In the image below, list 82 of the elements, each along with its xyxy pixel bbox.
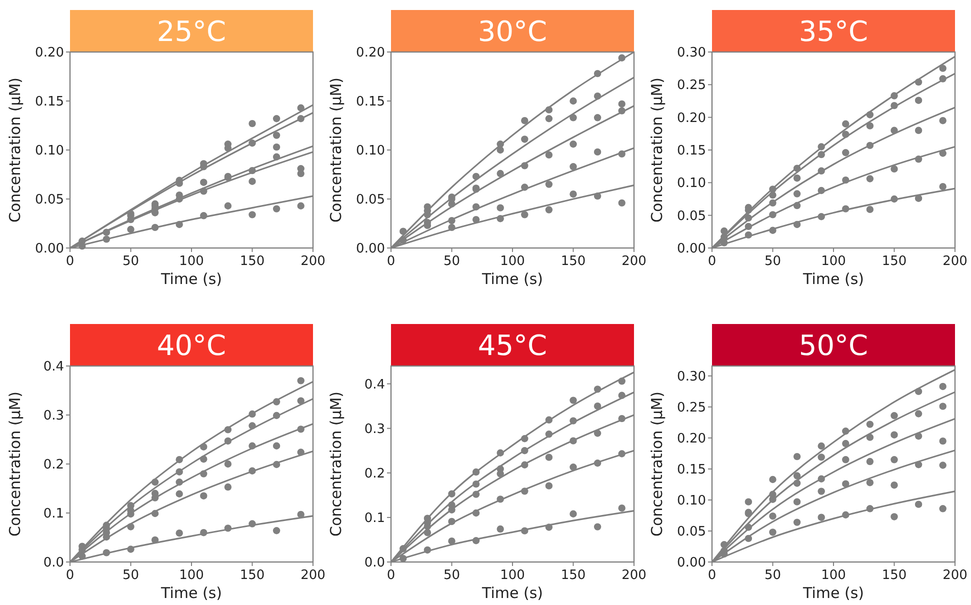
y-tick-label: 0.1 <box>43 506 64 522</box>
y-tick-label: 0.0 <box>364 556 385 571</box>
x-tick-label: 200 <box>300 568 326 583</box>
x-tick-label: 50 <box>443 254 460 269</box>
y-tick-label: 0.10 <box>35 144 64 159</box>
y-tick-label: 0.2 <box>364 466 385 482</box>
y-tick-label: 0.20 <box>356 46 385 61</box>
x-tick-label: 50 <box>122 568 140 583</box>
y-tick-label: 0.25 <box>677 400 706 416</box>
y-tick-label: 0.05 <box>35 192 64 208</box>
x-tick-label: 150 <box>240 568 265 583</box>
x-tick-label: 50 <box>764 254 782 269</box>
x-tick-label: 100 <box>500 568 525 583</box>
y-tick-label: 0.4 <box>43 360 64 375</box>
x-tick-label: 100 <box>500 254 525 269</box>
y-tick-label: 0.20 <box>677 432 706 446</box>
x-tick-label: 0 <box>66 568 74 583</box>
y-tick-label: 0.30 <box>677 46 706 61</box>
x-tick-label: 50 <box>443 568 460 583</box>
x-tick-label: 150 <box>882 568 907 583</box>
y-tick-label: 0.00 <box>356 242 385 257</box>
y-tick-label: 0.20 <box>677 110 706 126</box>
x-tick-label: 200 <box>622 568 646 583</box>
x-tick-label: 50 <box>122 254 140 269</box>
y-tick-label: 0.00 <box>677 556 706 571</box>
y-tick-label: 0.10 <box>677 176 706 192</box>
x-axis-title: Time (s) <box>481 584 543 602</box>
x-tick-label: 200 <box>942 254 968 269</box>
y-axis-title: Concentration (µM) <box>327 391 345 537</box>
x-tick-label: 0 <box>708 568 716 583</box>
x-tick-label: 100 <box>821 254 846 269</box>
y-tick-label: 0.20 <box>35 46 64 61</box>
y-tick-label: 0.1 <box>364 511 385 526</box>
y-axis-title: Concentration (µM) <box>6 391 24 537</box>
x-tick-label: 100 <box>821 568 846 583</box>
chart-title: 30°C <box>478 15 548 48</box>
y-tick-label: 0.2 <box>43 458 64 473</box>
y-tick-label: 0.05 <box>677 208 706 224</box>
y-tick-label: 0.00 <box>35 242 64 257</box>
chart-title: 45°C <box>478 329 548 362</box>
y-tick-label: 0.4 <box>364 377 385 392</box>
x-axis-title: Time (s) <box>160 584 222 602</box>
x-tick-label: 0 <box>386 568 396 583</box>
y-tick-label: 0.00 <box>677 242 706 257</box>
y-tick-label: 0.15 <box>677 144 706 159</box>
x-tick-label: 100 <box>179 254 204 269</box>
y-tick-label: 0.3 <box>364 422 385 437</box>
y-tick-label: 0.3 <box>43 408 64 424</box>
y-tick-label: 0.0 <box>43 556 64 571</box>
chart-title: 40°C <box>156 329 226 362</box>
x-tick-label: 200 <box>622 254 646 269</box>
y-tick-label: 0.05 <box>677 524 706 540</box>
y-axis-title: Concentration (µM) <box>6 77 24 223</box>
y-tick-label: 0.30 <box>677 369 706 384</box>
chart-title: 50°C <box>798 329 868 362</box>
y-tick-label: 0.10 <box>677 494 706 509</box>
y-tick-label: 0.15 <box>356 94 385 110</box>
x-tick-label: 0 <box>66 254 74 269</box>
x-axis-title: Time (s) <box>481 270 543 288</box>
y-tick-label: 0.05 <box>356 192 385 208</box>
x-tick-label: 0 <box>708 254 716 269</box>
y-tick-label: 0.10 <box>356 144 385 159</box>
x-axis-title: Time (s) <box>160 270 222 288</box>
x-tick-label: 200 <box>942 568 968 583</box>
x-tick-label: 200 <box>300 254 326 269</box>
x-tick-label: 150 <box>882 254 907 269</box>
y-axis-title: Concentration (µM) <box>648 77 666 223</box>
x-tick-label: 0 <box>386 254 396 269</box>
y-tick-label: 0.25 <box>677 78 706 94</box>
y-tick-label: 0.15 <box>677 462 706 478</box>
y-tick-label: 0.15 <box>35 94 64 110</box>
x-tick-label: 150 <box>560 568 586 583</box>
x-axis-title: Time (s) <box>802 270 864 288</box>
x-tick-label: 150 <box>240 254 265 269</box>
x-tick-label: 150 <box>560 254 586 269</box>
x-tick-label: 100 <box>179 568 204 583</box>
x-tick-label: 50 <box>764 568 782 583</box>
y-axis-title: Concentration (µM) <box>648 391 666 537</box>
x-axis-title: Time (s) <box>802 584 864 602</box>
chart-title: 25°C <box>156 15 226 48</box>
chart-title: 35°C <box>798 15 868 48</box>
y-axis-title: Concentration (µM) <box>327 77 345 223</box>
